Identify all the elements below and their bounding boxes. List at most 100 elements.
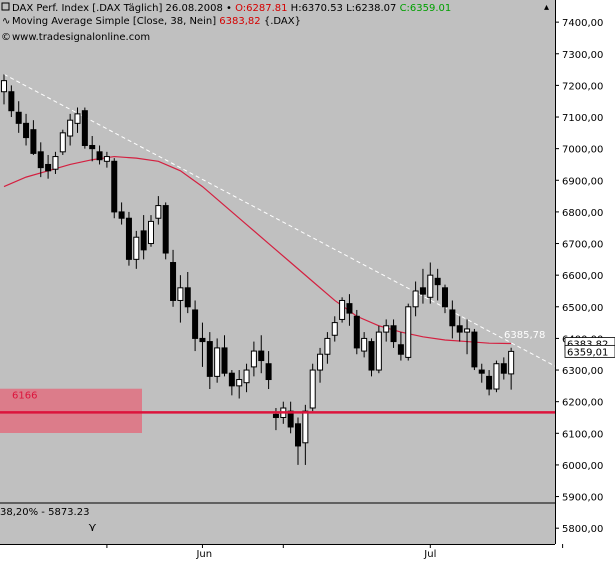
last-values: 6383,826359,01 <box>564 337 615 358</box>
y-tick-label: 6600,00 <box>562 271 603 282</box>
candle <box>15 101 22 133</box>
y-tick-label: 6100,00 <box>562 429 603 440</box>
header-segment: O:6287.81 <box>235 3 287 14</box>
scroll-up-icon[interactable]: ▴ <box>544 2 549 13</box>
candle <box>133 230 140 269</box>
candles-layer <box>1 74 515 465</box>
candle-body <box>309 369 316 409</box>
x-axis-area <box>0 544 555 564</box>
candle-body <box>493 363 500 390</box>
candle-body <box>37 151 44 169</box>
candle-body <box>250 350 257 368</box>
candle <box>368 338 375 377</box>
header-segment: 6383,82 <box>219 16 260 27</box>
y-tick-label: 6200,00 <box>562 398 603 409</box>
candle-body <box>258 350 265 362</box>
candle-body <box>434 277 441 286</box>
candle-body <box>221 347 228 374</box>
candle <box>111 158 118 219</box>
y-axis: 7400,00 7300,00 7200,00 7100,00 7000,00 6900,… <box>555 0 603 544</box>
header-icon[interactable] <box>1 2 10 11</box>
candle-body <box>339 299 346 320</box>
candle <box>500 357 507 380</box>
candle-body <box>397 344 404 355</box>
header-segment: Moving Average Simple [Close, 38, Nein] <box>12 16 219 27</box>
y-tick-label: 5900,00 <box>562 493 603 504</box>
candle <box>383 319 390 342</box>
candle-body <box>464 328 471 333</box>
candle-body <box>111 160 118 213</box>
y-tick-label: 7000,00 <box>562 145 603 156</box>
header-segment: H:6370.53 L:6238.07 <box>288 3 400 14</box>
y-tick-label: 7300,00 <box>562 50 603 61</box>
candle-body <box>449 309 456 327</box>
candle-body <box>133 236 140 260</box>
candle <box>89 136 96 162</box>
candle <box>125 211 132 266</box>
trendline-label: 6385,78 <box>504 330 545 341</box>
candle-body <box>317 353 324 371</box>
watermark: www.tradesignalonline.com <box>12 32 150 43</box>
candle <box>103 151 110 168</box>
candle <box>390 319 397 348</box>
candle <box>243 363 250 393</box>
candle <box>493 360 500 393</box>
last-close-value-box <box>564 344 615 358</box>
candle-body <box>324 337 331 355</box>
candle-body <box>427 274 434 298</box>
candle <box>317 347 324 383</box>
candle <box>397 332 404 361</box>
candle-body <box>45 163 52 172</box>
candle <box>508 347 515 390</box>
candle-body <box>500 363 507 374</box>
header-segment: C:6359.01 <box>400 3 452 14</box>
chart-header: DAX Perf. Index [.DAX Täglich] 26.08.200… <box>1 2 451 43</box>
candle-body <box>96 151 103 161</box>
candle <box>302 404 309 465</box>
candle-body <box>15 111 22 124</box>
candle <box>214 338 221 383</box>
candle-body <box>383 325 390 333</box>
candle <box>287 401 294 434</box>
candle-body <box>1 80 7 93</box>
candle <box>375 325 382 374</box>
trendline-layer: 6385,78 <box>3 73 556 367</box>
candle-body <box>67 119 74 137</box>
candle-body <box>228 372 235 387</box>
candle <box>228 370 235 396</box>
candle <box>339 297 346 323</box>
candle-body <box>405 306 412 358</box>
copyright-icon: © <box>1 32 11 43</box>
header-segment: DAX Perf. Index [.DAX Täglich] 26.08.200… <box>12 3 235 14</box>
candle-body <box>59 132 66 153</box>
candle-body <box>287 410 294 428</box>
candle-body <box>74 113 81 124</box>
candle <box>74 107 81 133</box>
candle <box>45 154 52 179</box>
candle-body <box>8 91 15 112</box>
candle-body <box>442 287 448 308</box>
support-zone-layer: 6166 <box>0 388 142 433</box>
candle <box>162 202 169 260</box>
candle <box>140 215 147 260</box>
candle <box>118 202 125 225</box>
candle <box>37 142 44 178</box>
candle-body <box>81 110 88 146</box>
candle <box>427 262 434 304</box>
candle-body <box>412 290 419 308</box>
fib-annotation: 38,20% - 5873.23 <box>0 507 89 518</box>
candle <box>361 332 368 358</box>
support-label: 6166 <box>12 391 37 402</box>
candle-body <box>265 363 272 381</box>
candle-body <box>361 337 368 352</box>
candle <box>67 113 74 146</box>
candle-body <box>206 341 213 377</box>
candle <box>96 145 103 165</box>
candle-body <box>148 220 154 245</box>
candle-body <box>471 331 478 368</box>
candle-body <box>184 287 191 308</box>
instrument-info: DAX Perf. Index [.DAX Täglich] 26.08.200… <box>12 3 451 14</box>
plot-area <box>0 0 555 544</box>
candle-body <box>456 325 463 333</box>
